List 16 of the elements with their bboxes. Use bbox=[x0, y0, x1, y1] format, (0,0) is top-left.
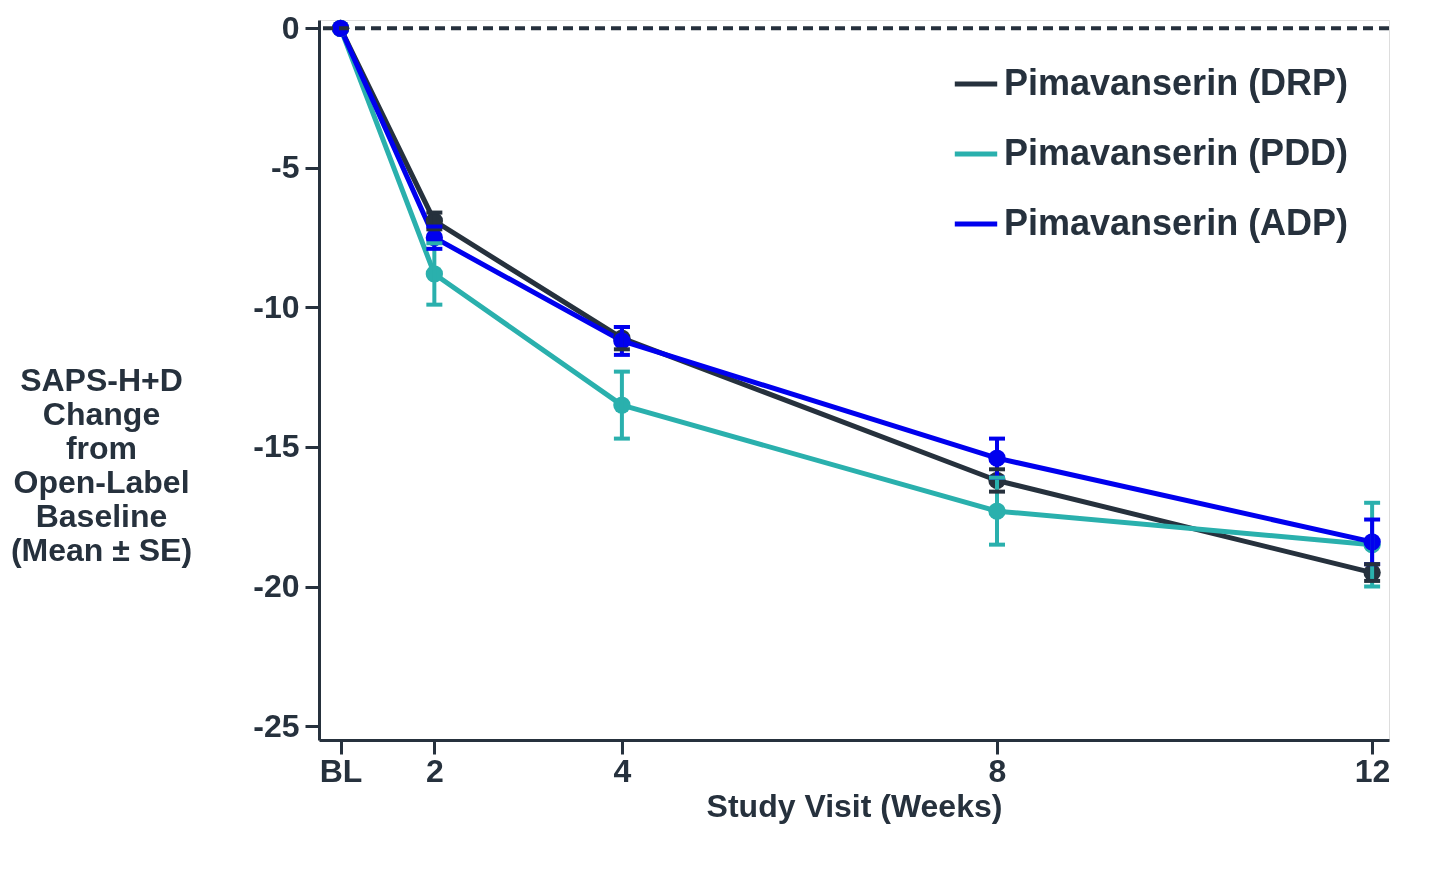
y-tick-label: -15 bbox=[253, 428, 300, 465]
x-tick-label: 12 bbox=[1354, 752, 1391, 789]
y-axis-title: SAPS-H+D Change from Open-Label Baseline (Mean ± SE) bbox=[10, 361, 193, 568]
x-tick-label: 4 bbox=[613, 752, 632, 789]
y-tick-label: -25 bbox=[253, 707, 300, 744]
x-tick-label: 8 bbox=[988, 752, 1007, 789]
x-tick-label: 2 bbox=[425, 752, 444, 789]
y-tick-label: -5 bbox=[271, 149, 300, 186]
y-tick-label: 0 bbox=[281, 9, 300, 46]
legend-label: Pimavanserin (PDD) bbox=[1004, 132, 1349, 173]
legend-label: Pimavanserin (DRP) bbox=[1004, 62, 1349, 103]
y-tick-label: -20 bbox=[253, 568, 300, 605]
x-tick-label: BL bbox=[319, 752, 363, 789]
y-tick-label: -10 bbox=[253, 288, 300, 325]
x-axis-title: Study Visit (Weeks) bbox=[706, 787, 1003, 824]
legend-label: Pimavanserin (ADP) bbox=[1004, 202, 1349, 243]
